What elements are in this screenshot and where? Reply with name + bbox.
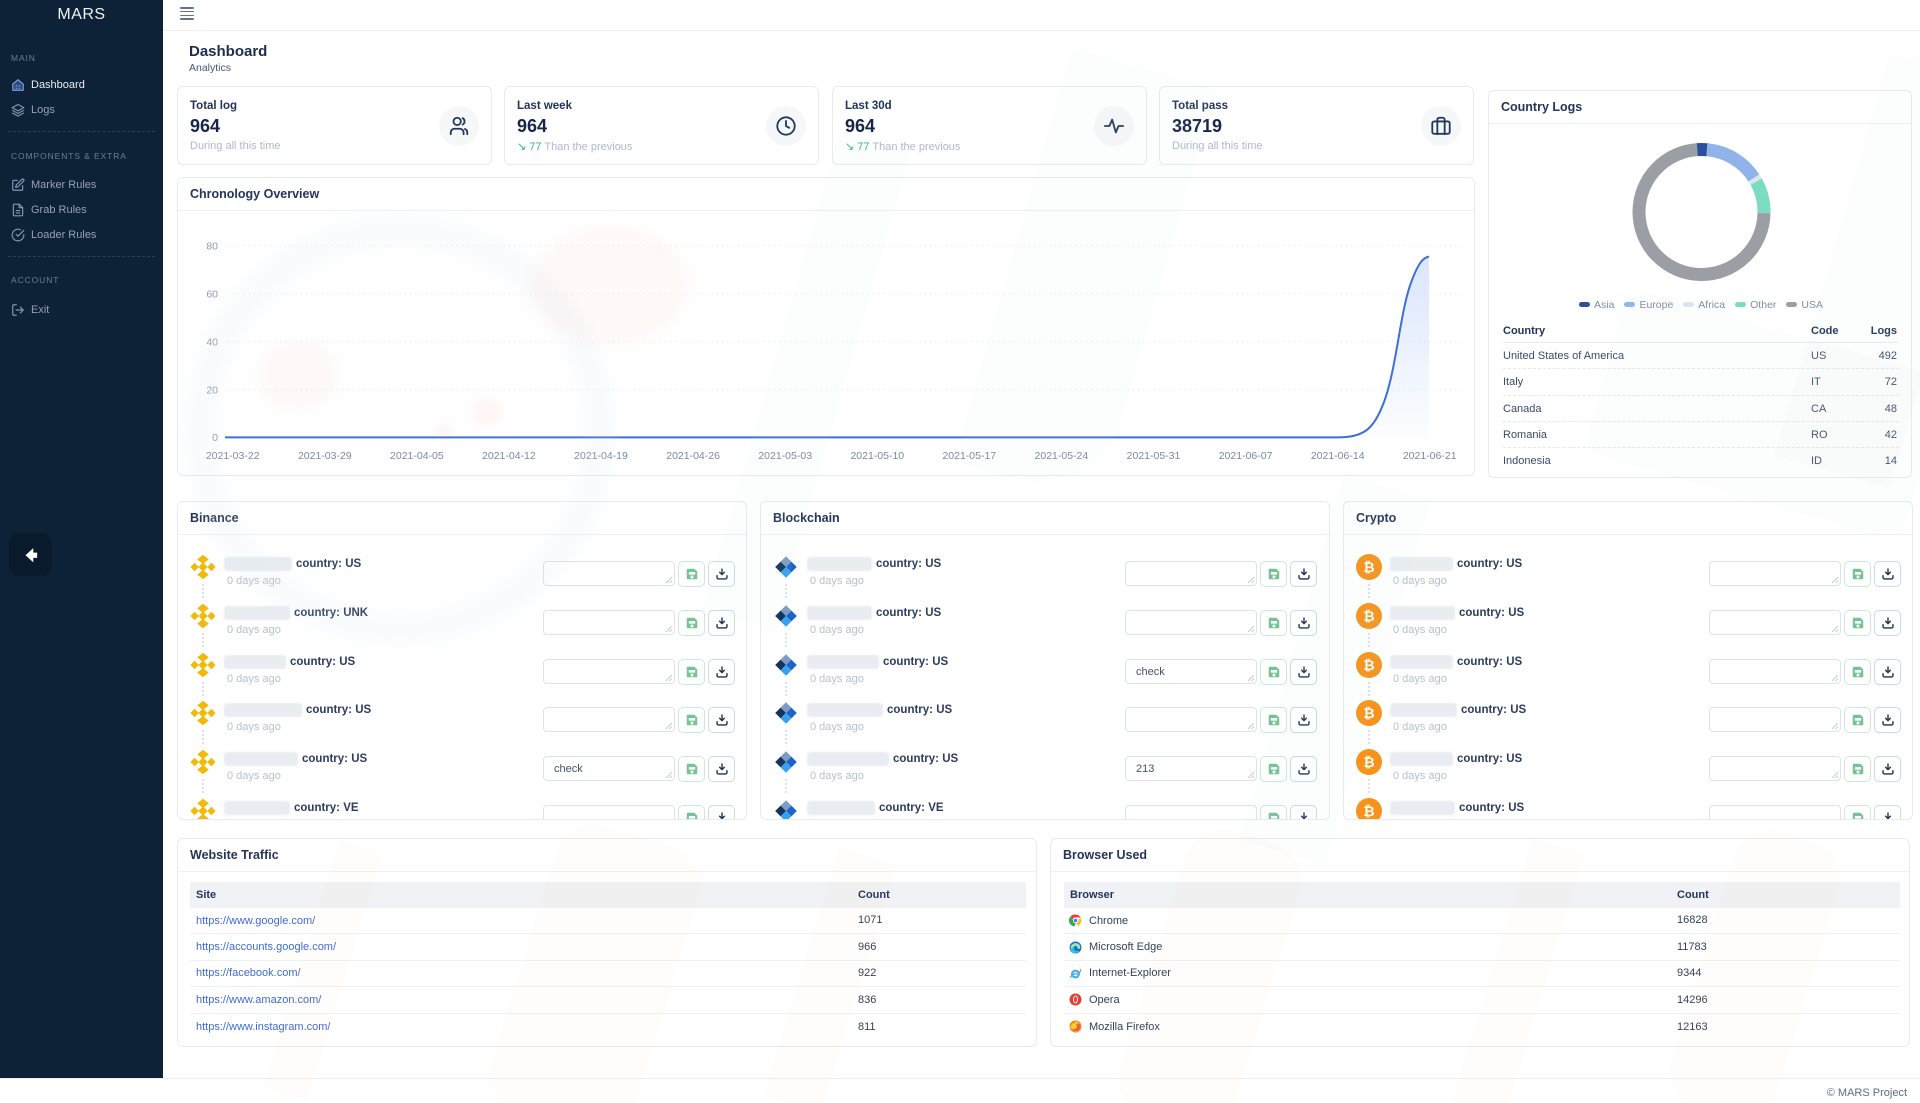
svg-text:₿: ₿ [1363, 608, 1374, 624]
svg-text:2021-05-31: 2021-05-31 [1127, 450, 1181, 462]
svg-text:2021-03-22: 2021-03-22 [206, 450, 260, 462]
svg-text:60: 60 [206, 289, 218, 301]
svg-text:₿: ₿ [1363, 657, 1374, 673]
svg-text:2021-06-21: 2021-06-21 [1403, 450, 1457, 462]
svg-text:₿: ₿ [1363, 803, 1374, 819]
svg-text:₿: ₿ [1363, 559, 1374, 575]
svg-text:20: 20 [206, 385, 218, 397]
svg-text:2021-05-24: 2021-05-24 [1035, 450, 1089, 462]
svg-text:₿: ₿ [1363, 754, 1374, 770]
svg-text:2021-04-26: 2021-04-26 [666, 450, 720, 462]
svg-text:2021-05-17: 2021-05-17 [942, 450, 996, 462]
svg-text:2021-06-14: 2021-06-14 [1311, 450, 1365, 462]
svg-text:2021-05-10: 2021-05-10 [850, 450, 904, 462]
svg-text:2021-04-12: 2021-04-12 [482, 450, 536, 462]
svg-text:2021-04-05: 2021-04-05 [390, 450, 444, 462]
svg-text:₿: ₿ [1363, 705, 1374, 721]
svg-text:2021-06-07: 2021-06-07 [1219, 450, 1273, 462]
svg-text:2021-04-19: 2021-04-19 [574, 450, 628, 462]
svg-text:2021-03-29: 2021-03-29 [298, 450, 352, 462]
svg-text:80: 80 [206, 241, 218, 253]
svg-text:40: 40 [206, 337, 218, 349]
svg-text:2021-05-03: 2021-05-03 [758, 450, 812, 462]
svg-text:0: 0 [212, 432, 218, 444]
